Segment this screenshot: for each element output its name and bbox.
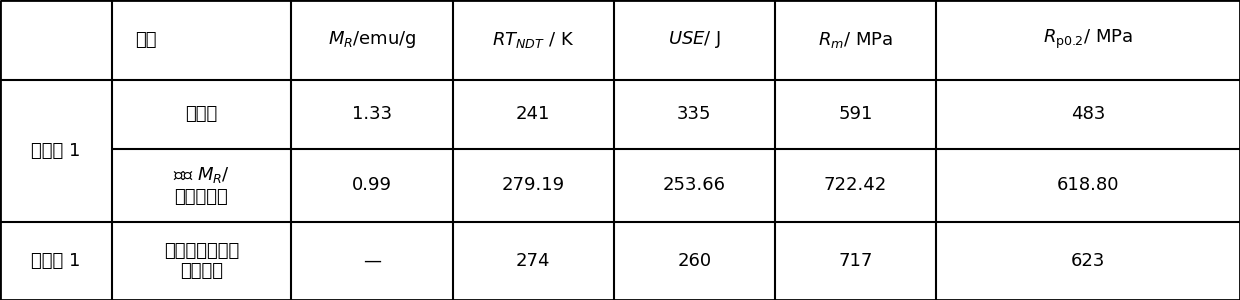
Text: 722.42: 722.42 [823,176,888,194]
Text: 274: 274 [516,252,551,270]
Text: $M_R$/emu/g: $M_R$/emu/g [327,29,417,50]
Text: $USE$/ J: $USE$/ J [668,29,720,50]
Text: 335: 335 [677,105,712,123]
Text: 260: 260 [677,252,712,270]
Text: 对比例 1: 对比例 1 [31,252,81,270]
Text: 项目: 项目 [135,31,156,49]
Text: —: — [363,252,381,270]
Text: 618.80: 618.80 [1056,176,1120,194]
Text: $RT_{NDT}$ / K: $RT_{NDT}$ / K [492,30,574,50]
Text: 717: 717 [838,252,873,270]
Text: 591: 591 [838,105,873,123]
Text: 253.66: 253.66 [663,176,725,194]
Text: 实时 $M_R$/
参数计算値: 实时 $M_R$/ 参数计算値 [174,165,229,206]
Text: $R_m$/ MPa: $R_m$/ MPa [818,30,893,50]
Text: 初始値: 初始値 [185,105,218,123]
Text: 483: 483 [1071,105,1105,123]
Text: 623: 623 [1071,252,1105,270]
Text: 279.19: 279.19 [502,176,564,194]
Text: 241: 241 [516,105,551,123]
Text: 0.99: 0.99 [352,176,392,194]
Text: 实施例 1: 实施例 1 [31,142,81,160]
Text: 1.33: 1.33 [352,105,392,123]
Text: 实测値（辐照监
督试样）: 实测値（辐照监 督试样） [164,242,239,280]
Text: $R_{\rm p0.2}$/ MPa: $R_{\rm p0.2}$/ MPa [1043,28,1133,51]
